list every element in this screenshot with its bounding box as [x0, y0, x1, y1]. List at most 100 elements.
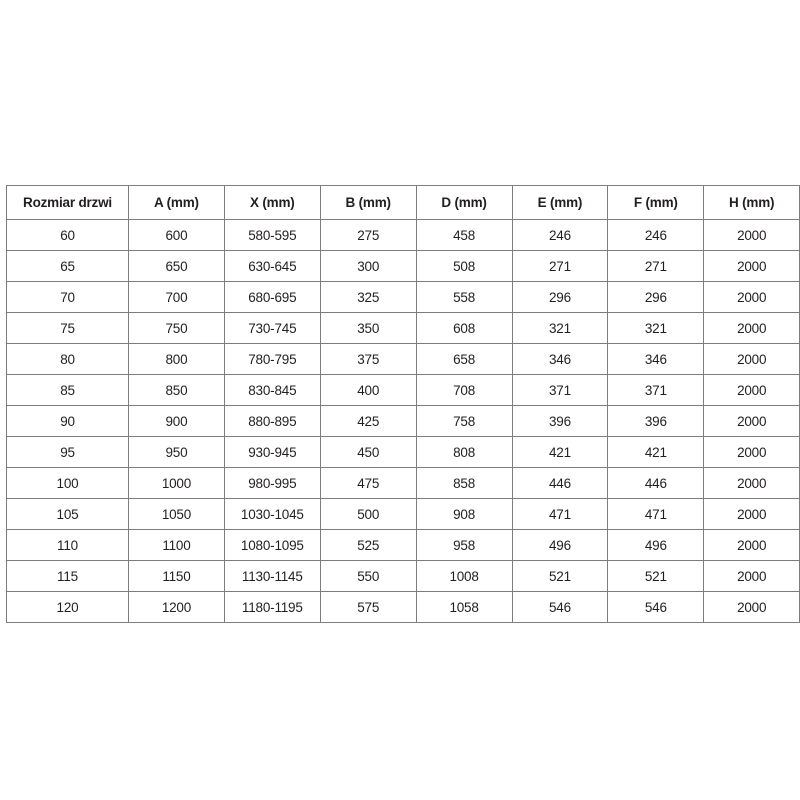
cell-e: 396	[511, 405, 609, 437]
cell-size: 110	[6, 529, 129, 561]
cell-h: 2000	[703, 560, 800, 592]
cell-x: 1030-1045	[223, 498, 321, 530]
table-row: 85 850 830-845 400 708 371 371 2000	[6, 374, 800, 406]
cell-f: 296	[607, 281, 705, 313]
table-row: 100 1000 980-995 475 858 446 446 2000	[6, 467, 800, 499]
cell-f: 371	[607, 374, 705, 406]
cell-f: 421	[607, 436, 705, 468]
table-row: 105 1050 1030-1045 500 908 471 471 2000	[6, 498, 800, 530]
cell-a: 1200	[128, 591, 225, 623]
cell-e: 246	[511, 219, 609, 251]
cell-d: 508	[415, 250, 513, 282]
column-header-x: X (mm)	[223, 185, 321, 220]
cell-a: 600	[128, 219, 225, 251]
column-header-f: F (mm)	[607, 185, 705, 220]
cell-f: 396	[607, 405, 705, 437]
table-row: 75 750 730-745 350 608 321 321 2000	[6, 312, 800, 344]
column-header-e: E (mm)	[511, 185, 609, 220]
cell-h: 2000	[703, 219, 800, 251]
cell-f: 346	[607, 343, 705, 375]
cell-b: 350	[319, 312, 417, 344]
column-header-size: Rozmiar drzwi	[6, 185, 129, 220]
cell-d: 758	[415, 405, 513, 437]
cell-x: 980-995	[223, 467, 321, 499]
cell-x: 1130-1145	[223, 560, 321, 592]
cell-f: 546	[607, 591, 705, 623]
cell-b: 425	[319, 405, 417, 437]
cell-x: 830-845	[223, 374, 321, 406]
cell-b: 450	[319, 436, 417, 468]
cell-h: 2000	[703, 312, 800, 344]
cell-size: 70	[6, 281, 129, 313]
cell-e: 471	[511, 498, 609, 530]
column-header-a: A (mm)	[128, 185, 225, 220]
cell-x: 680-695	[223, 281, 321, 313]
cell-a: 1100	[128, 529, 225, 561]
cell-h: 2000	[703, 405, 800, 437]
cell-f: 471	[607, 498, 705, 530]
cell-size: 120	[6, 591, 129, 623]
table-row: 80 800 780-795 375 658 346 346 2000	[6, 343, 800, 375]
table-row: 70 700 680-695 325 558 296 296 2000	[6, 281, 800, 313]
cell-d: 558	[415, 281, 513, 313]
cell-d: 608	[415, 312, 513, 344]
cell-b: 575	[319, 591, 417, 623]
cell-size: 80	[6, 343, 129, 375]
cell-x: 580-595	[223, 219, 321, 251]
cell-b: 325	[319, 281, 417, 313]
cell-d: 658	[415, 343, 513, 375]
table-header-row: Rozmiar drzwi A (mm) X (mm) B (mm) D (mm) E (…	[6, 185, 800, 220]
cell-h: 2000	[703, 467, 800, 499]
cell-e: 446	[511, 467, 609, 499]
cell-f: 246	[607, 219, 705, 251]
cell-size: 105	[6, 498, 129, 530]
cell-b: 400	[319, 374, 417, 406]
table-row: 115 1150 1130-1145 550 1008 521 521 2000	[6, 560, 800, 592]
cell-h: 2000	[703, 529, 800, 561]
cell-e: 546	[511, 591, 609, 623]
cell-size: 95	[6, 436, 129, 468]
cell-size: 115	[6, 560, 129, 592]
cell-b: 275	[319, 219, 417, 251]
cell-b: 300	[319, 250, 417, 282]
cell-b: 525	[319, 529, 417, 561]
cell-a: 800	[128, 343, 225, 375]
cell-x: 880-895	[223, 405, 321, 437]
cell-b: 550	[319, 560, 417, 592]
cell-e: 371	[511, 374, 609, 406]
cell-d: 958	[415, 529, 513, 561]
cell-f: 496	[607, 529, 705, 561]
column-header-h: H (mm)	[703, 185, 800, 220]
cell-a: 950	[128, 436, 225, 468]
cell-e: 296	[511, 281, 609, 313]
cell-a: 1150	[128, 560, 225, 592]
cell-e: 421	[511, 436, 609, 468]
cell-a: 650	[128, 250, 225, 282]
cell-x: 780-795	[223, 343, 321, 375]
cell-x: 930-945	[223, 436, 321, 468]
column-header-b: B (mm)	[319, 185, 417, 220]
cell-x: 1080-1095	[223, 529, 321, 561]
cell-a: 1050	[128, 498, 225, 530]
cell-size: 60	[6, 219, 129, 251]
cell-x: 730-745	[223, 312, 321, 344]
table-row: 65 650 630-645 300 508 271 271 2000	[6, 250, 800, 282]
cell-x: 1180-1195	[223, 591, 321, 623]
cell-e: 496	[511, 529, 609, 561]
table-row: 90 900 880-895 425 758 396 396 2000	[6, 405, 800, 437]
cell-e: 346	[511, 343, 609, 375]
table-header: Rozmiar drzwi A (mm) X (mm) B (mm) D (mm) E (…	[6, 185, 800, 220]
column-header-d: D (mm)	[415, 185, 513, 220]
cell-size: 65	[6, 250, 129, 282]
cell-e: 271	[511, 250, 609, 282]
cell-a: 750	[128, 312, 225, 344]
table-row: 120 1200 1180-1195 575 1058 546 546 2000	[6, 591, 800, 623]
door-size-specification-table: Rozmiar drzwi A (mm) X (mm) B (mm) D (mm) E (…	[6, 185, 800, 623]
cell-h: 2000	[703, 281, 800, 313]
cell-d: 808	[415, 436, 513, 468]
cell-x: 630-645	[223, 250, 321, 282]
table-body: 60 600 580-595 275 458 246 246 2000 65 650 630-645…	[6, 219, 800, 623]
cell-e: 321	[511, 312, 609, 344]
cell-size: 100	[6, 467, 129, 499]
